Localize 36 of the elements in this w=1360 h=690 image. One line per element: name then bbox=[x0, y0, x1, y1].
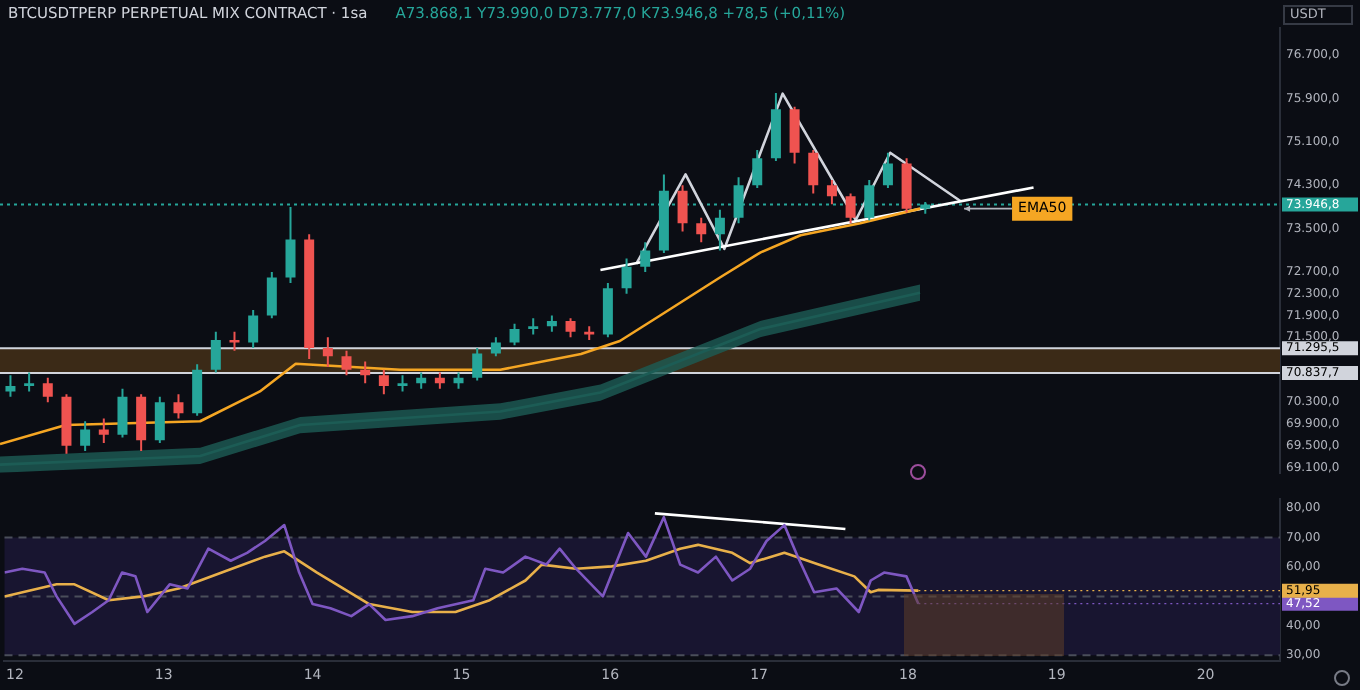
candlestick bbox=[640, 241, 651, 274]
candlestick bbox=[154, 395, 165, 444]
candlestick bbox=[117, 387, 128, 439]
candlestick bbox=[136, 393, 147, 453]
candlestick bbox=[696, 216, 707, 244]
candlestick bbox=[621, 257, 632, 295]
candlestick bbox=[266, 271, 277, 320]
candlestick bbox=[565, 317, 576, 339]
candlestick bbox=[192, 363, 203, 417]
candlestick bbox=[509, 322, 520, 347]
candlestick bbox=[341, 349, 352, 377]
candlestick bbox=[173, 393, 184, 420]
candlestick bbox=[5, 374, 16, 398]
candlestick bbox=[602, 281, 613, 339]
candlestick bbox=[901, 157, 912, 214]
candlestick bbox=[845, 192, 856, 225]
candlestick bbox=[472, 347, 483, 382]
candlestick bbox=[322, 336, 333, 369]
candlestick bbox=[229, 330, 240, 352]
candlestick bbox=[714, 208, 725, 252]
candlestick bbox=[360, 360, 371, 385]
candlestick bbox=[789, 105, 800, 165]
candlestick bbox=[80, 420, 91, 453]
candlestick bbox=[98, 417, 109, 444]
candlestick bbox=[490, 336, 501, 358]
candlestick bbox=[882, 151, 893, 190]
candlestick bbox=[42, 376, 53, 404]
candlestick bbox=[210, 330, 221, 374]
candlestick bbox=[808, 149, 819, 195]
candlestick bbox=[677, 184, 688, 233]
candlestick bbox=[826, 178, 837, 206]
candlestick bbox=[378, 368, 389, 396]
candlestick bbox=[285, 206, 296, 284]
candlestick bbox=[752, 149, 763, 190]
candlestick bbox=[24, 371, 35, 393]
candlestick bbox=[248, 309, 259, 350]
